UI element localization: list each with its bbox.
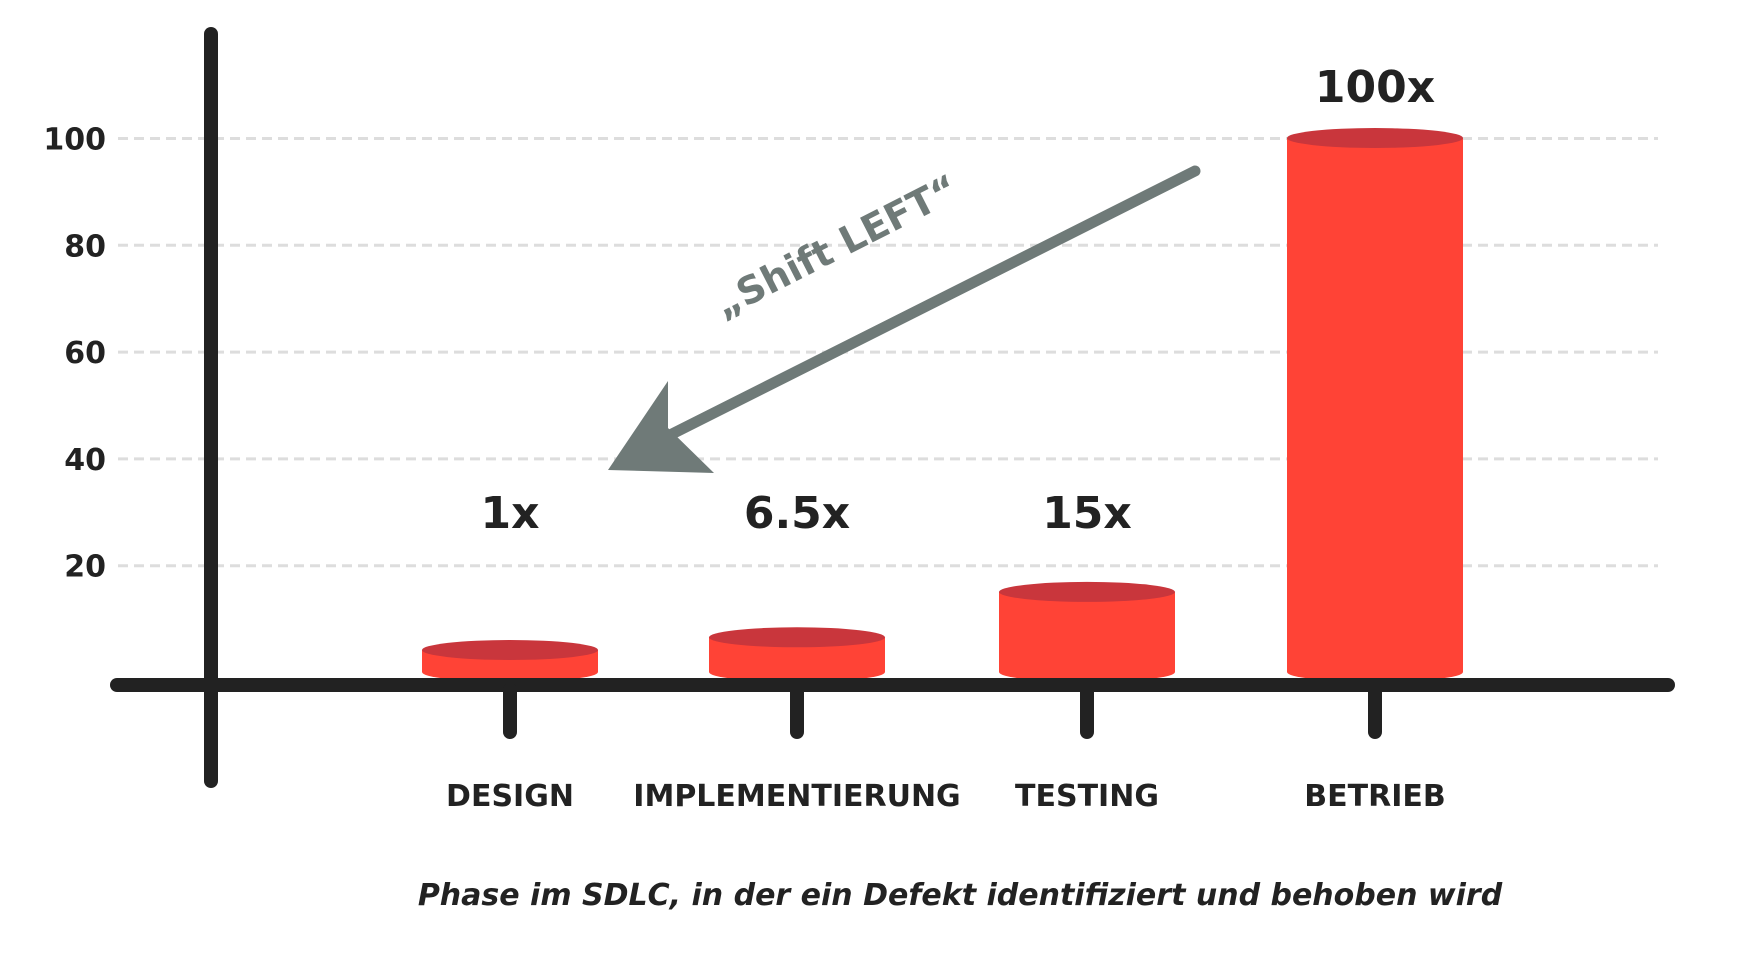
data-label: 6.5x <box>744 488 850 539</box>
bar <box>709 627 885 682</box>
bar-top <box>1287 128 1463 148</box>
y-tick-label: 20 <box>64 550 106 585</box>
category-label: TESTING <box>1015 779 1159 814</box>
y-tick-label: 60 <box>64 336 106 371</box>
bar <box>999 581 1175 682</box>
bar-body <box>1287 138 1463 682</box>
bar-body <box>709 637 885 682</box>
category-labels: DESIGN IMPLEMENTIERUNG TESTING BETRIEB <box>446 779 1446 814</box>
bar-top <box>422 640 598 660</box>
shift-left-arrow <box>608 165 1201 473</box>
category-label: DESIGN <box>446 779 574 814</box>
category-label: BETRIEB <box>1304 779 1445 814</box>
bar-top <box>999 581 1175 602</box>
data-label: 100x <box>1315 62 1435 113</box>
bars <box>422 128 1463 682</box>
arrow-shaft <box>664 165 1201 441</box>
x-ticks <box>503 683 1382 739</box>
bar <box>1287 128 1463 682</box>
y-tick-label: 100 <box>43 123 106 158</box>
bar <box>422 640 598 682</box>
data-label: 15x <box>1042 488 1132 539</box>
data-labels: 1x 6.5x 15x 100x <box>481 62 1436 539</box>
y-tick-labels: 20 40 60 80 100 <box>43 123 106 585</box>
y-tick-label: 80 <box>64 229 106 264</box>
x-axis-title: Phase im SDLC, in der ein Defekt identif… <box>418 878 1503 913</box>
category-label: IMPLEMENTIERUNG <box>633 779 960 814</box>
bar-body <box>999 591 1175 682</box>
bar-top <box>709 627 885 648</box>
data-label: 1x <box>481 488 540 539</box>
y-tick-label: 40 <box>64 443 106 478</box>
axes <box>110 27 1675 788</box>
arrow-head-icon <box>608 381 714 473</box>
